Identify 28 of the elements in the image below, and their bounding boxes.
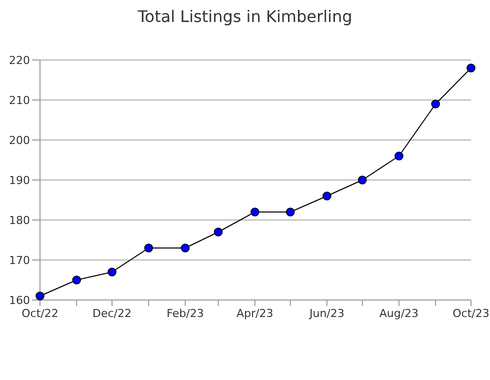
y-tick-label: 220 [9, 54, 30, 67]
x-tick-label: Jun/23 [308, 307, 344, 320]
y-tick-label: 180 [9, 214, 30, 227]
point [214, 228, 223, 236]
y-tick-label: 210 [9, 94, 30, 107]
point [180, 244, 190, 252]
x-tick-label: Apr/23 [236, 307, 274, 320]
point [431, 100, 440, 108]
point [466, 64, 476, 72]
x-tick-label: Oct/23 [452, 307, 490, 320]
point [36, 292, 44, 300]
point [358, 176, 367, 184]
point [394, 152, 404, 160]
y-tick-label: 200 [9, 134, 30, 147]
y-tick-label: 170 [9, 254, 30, 267]
point [72, 276, 82, 284]
x-tick-label: Oct/22 [22, 307, 58, 320]
y-tick-label: 190 [9, 174, 30, 187]
point [108, 268, 116, 276]
point [286, 208, 295, 216]
point [144, 244, 154, 252]
x-tick-label: Dec/22 [92, 307, 132, 320]
x-tick-label: Aug/23 [379, 307, 419, 320]
x-tick-label: Feb/23 [166, 307, 204, 320]
point [322, 192, 332, 200]
chart-title: Total Listings in Kimberling [136, 7, 352, 26]
y-tick-label: 160 [9, 294, 30, 307]
point [250, 208, 260, 216]
